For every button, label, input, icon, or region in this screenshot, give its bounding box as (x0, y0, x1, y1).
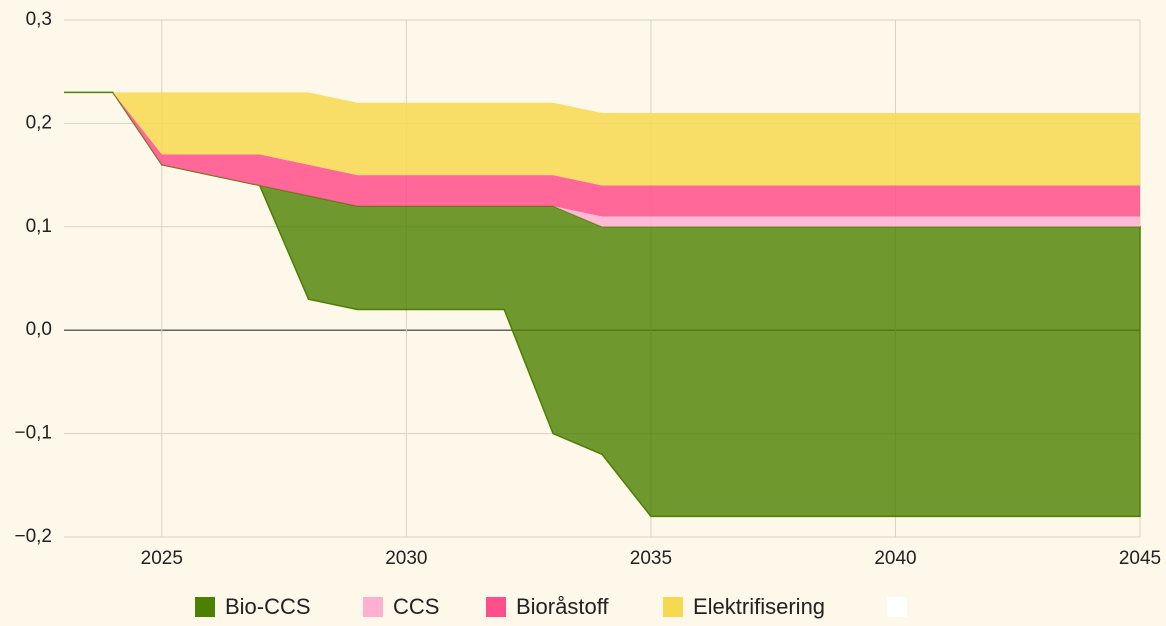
y-tick-label: 0,1 (26, 216, 52, 237)
y-tick-label: −0,2 (14, 526, 52, 547)
legend-swatch (363, 597, 383, 617)
legend-label: Bioråstoff (516, 594, 609, 619)
y-tick-label: 0,0 (26, 319, 52, 340)
legend-label: Elektrifisering (693, 594, 825, 619)
legend-swatch (486, 597, 506, 617)
legend-swatch (195, 597, 215, 617)
area-band (64, 92, 1140, 186)
y-tick-label: −0,1 (14, 423, 52, 444)
legend-swatch (663, 597, 683, 617)
legend-swatch (887, 597, 907, 617)
x-tick-label: 2035 (630, 548, 672, 569)
legend-label: Bio-CCS (225, 594, 311, 619)
x-tick-label: 2040 (874, 548, 916, 569)
y-tick-label: 0,2 (26, 112, 52, 133)
x-tick-label: 2045 (1119, 548, 1161, 569)
y-tick-label: 0,3 (26, 9, 52, 30)
legend-label: CCS (393, 594, 439, 619)
x-tick-label: 2030 (385, 548, 427, 569)
x-tick-label: 2025 (141, 548, 183, 569)
